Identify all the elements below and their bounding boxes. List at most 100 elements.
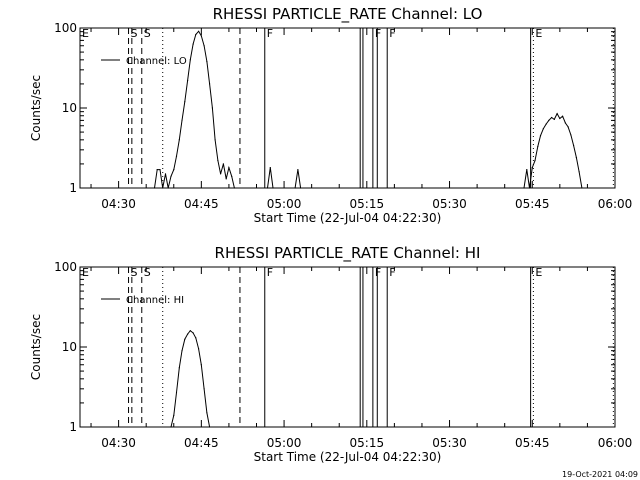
data-point [187,333,189,335]
data-point [189,330,191,332]
legend-label: Channel: LO [126,56,187,67]
data-point [225,178,227,180]
x-axis-label: Start Time (22-Jul-04 04:22:30) [254,211,442,225]
event-marker-label: S [144,27,151,40]
y-tick-label: 10 [62,101,77,115]
data-point [217,160,219,162]
data-point [300,187,302,189]
y-tick-label: 100 [54,260,77,274]
event-marker-label: F [267,27,273,40]
data-point [297,169,299,171]
x-axis-label: Start Time (22-Jul-04 04:22:30) [254,450,442,464]
data-point [545,123,547,125]
data-point [581,187,583,189]
data-point [192,332,194,334]
date-stamp: 19-Oct-2021 04:09 [562,470,638,479]
data-point [184,338,186,340]
x-tick-label: 05:15 [350,197,385,211]
data-point [181,350,183,352]
x-tick-label: 04:30 [101,436,136,450]
y-tick-label: 10 [62,340,77,354]
event-marker-label: F [267,266,273,279]
data-point [272,187,274,189]
data-point [170,426,172,428]
x-tick-label: 04:45 [184,436,219,450]
chart-title: RHESSI PARTICLE_RATE Channel: HI [215,244,481,263]
series-line-segment [267,167,274,189]
data-point [269,167,271,169]
x-tick-label: 05:00 [267,197,302,211]
x-tick-label: 05:30 [432,197,467,211]
chart-panel-1: RHESSI PARTICLE_RATE Channel: LO 1 10 100 04… [29,5,632,225]
data-point [203,388,205,390]
chart-panel-2: RHESSI PARTICLE_RATE Channel: HI 1 10 100 04… [29,244,632,464]
x-tick-label: 06:00 [598,436,633,450]
data-point [162,187,164,189]
data-point [175,391,178,394]
data-point [178,139,180,141]
data-point [548,119,550,121]
y-tick-label: 100 [54,21,77,35]
data-point [206,61,208,63]
data-point [551,116,553,119]
data-point [173,169,175,171]
data-point [578,171,580,173]
data-point [173,414,175,416]
data-point [206,412,208,414]
series-line-segment [523,112,583,189]
series-line-segment [154,30,235,189]
data-point [575,157,578,159]
data-point [231,175,233,177]
data-point [570,134,572,136]
x-tick-label: 05:30 [432,436,467,450]
plot-frame [79,266,616,428]
data-point [562,115,564,117]
data-point [564,122,567,124]
data-point [203,45,205,47]
data-point [559,117,561,120]
event-marker-label: F [375,266,381,279]
data-point [200,364,202,366]
x-tick-label: 04:30 [101,197,136,211]
data-point [156,169,158,171]
event-marker-label: F [389,27,395,40]
data-point [553,118,555,120]
event-marker-label: S [131,266,138,279]
data-point [167,187,169,189]
data-point [266,187,269,189]
data-point [198,30,200,32]
event-marker-label: F [375,27,381,40]
event-marker-label: S [144,266,151,279]
data-point [195,33,197,36]
event-marker-label: F [389,266,395,279]
x-tick-label: 05:00 [267,436,302,450]
legend-label: Channel: HI [126,295,184,306]
edge-marker-label: E [82,27,89,40]
event-marker-label: S [131,27,138,40]
data-point [170,175,172,177]
data-point [198,348,200,350]
x-tick-label: 04:45 [184,197,219,211]
data-point [294,187,296,189]
data-point [175,155,178,157]
data-point [187,80,189,82]
data-point [531,167,533,169]
data-point [233,187,235,189]
data-point [526,169,528,171]
data-point [523,187,525,189]
data-point [556,113,558,115]
data-point [222,163,224,165]
data-point [542,128,544,130]
x-tick-label: 06:00 [598,197,633,211]
data-point [195,337,197,339]
data-point [192,43,194,45]
x-tick-label: 05:15 [350,436,385,450]
data-point [153,187,156,189]
data-point [209,83,211,85]
data-point [200,35,202,37]
data-point [189,59,191,61]
data-point [164,173,167,175]
data-point [184,101,186,103]
series-line-segment [170,329,211,428]
data-point [534,160,536,162]
